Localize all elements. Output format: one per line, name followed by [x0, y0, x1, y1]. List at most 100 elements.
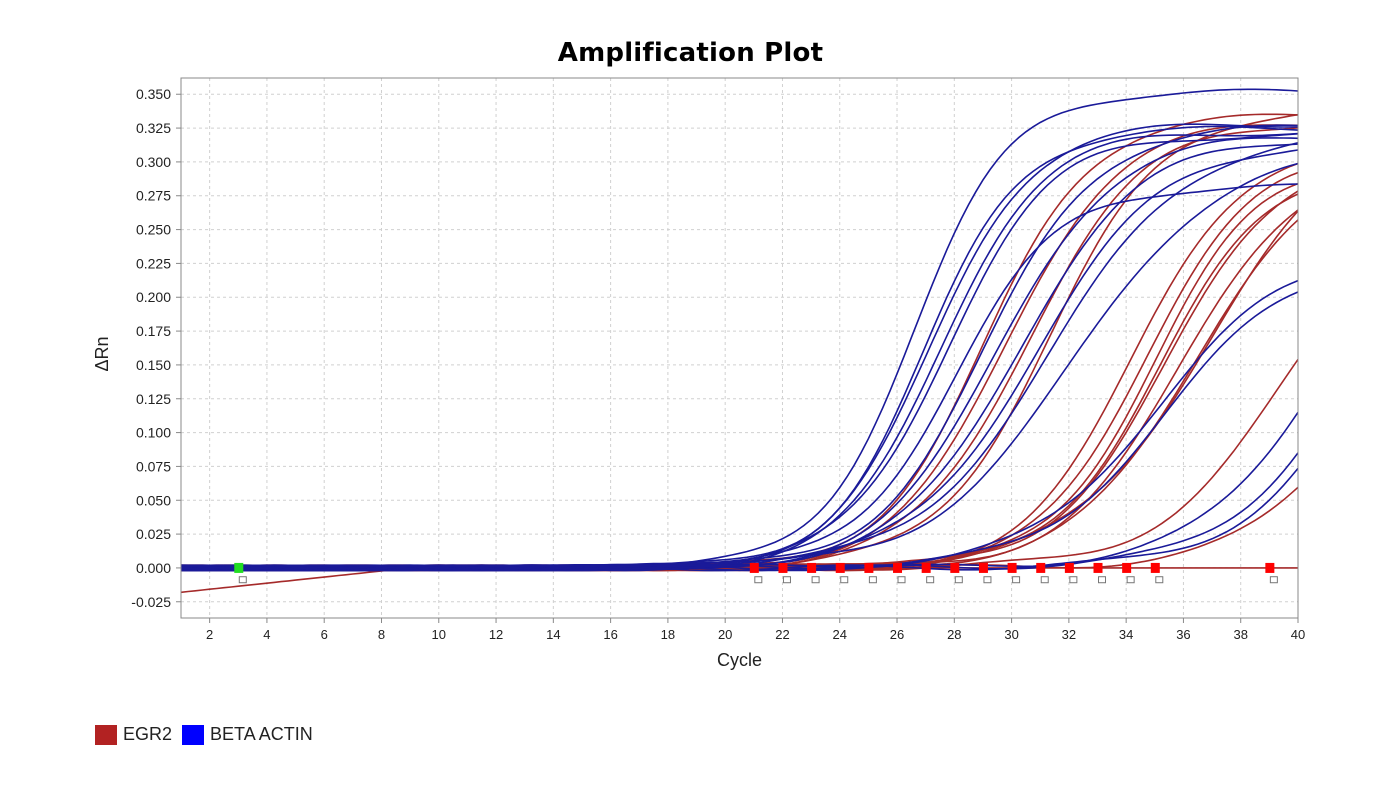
egr2-swatch	[95, 724, 117, 745]
egr2-curve	[181, 113, 1298, 572]
beta-actin-curve	[181, 143, 1298, 572]
x-tick-label: 28	[947, 627, 961, 642]
egr2-curve	[181, 193, 1298, 572]
y-tick-label: 0.325	[136, 120, 171, 136]
y-tick-label: 0.075	[136, 458, 171, 474]
baseline-marker	[926, 576, 935, 584]
beta-actin-curve	[181, 183, 1298, 572]
baseline-marker	[897, 576, 906, 584]
baseline-marker	[954, 576, 963, 584]
y-tick-label: 0.275	[136, 188, 171, 204]
beta-actin-curve	[181, 411, 1298, 572]
y-tick-label: 0.000	[136, 560, 171, 576]
baseline-marker	[1126, 576, 1135, 584]
threshold-marker	[778, 562, 788, 573]
threshold-marker	[835, 562, 845, 573]
threshold-marker	[234, 562, 244, 573]
x-axis-label: Cycle	[717, 650, 762, 670]
x-tick-label: 22	[775, 627, 789, 642]
x-axis-ticks: 2 4 6 8 10 12 14 16 18 20 22 24 26 28 30 32 34 36 38 40	[206, 618, 1305, 642]
legend-item-egr2[interactable]: EGR2	[95, 724, 172, 745]
x-tick-label: 24	[833, 627, 847, 642]
egr2-curve	[181, 162, 1298, 572]
beta-actin-swatch	[182, 724, 205, 745]
x-tick-label: 34	[1119, 627, 1133, 642]
baseline-marker	[754, 576, 763, 584]
y-tick-label: 0.200	[136, 289, 171, 305]
x-tick-label: 38	[1233, 627, 1247, 642]
threshold-marker-layer	[234, 562, 1278, 584]
beta-actin-curve	[181, 142, 1298, 572]
egr2-curve	[181, 113, 1298, 572]
threshold-marker	[749, 562, 759, 573]
baseline-marker	[782, 576, 791, 584]
baseline-marker	[1069, 576, 1078, 584]
y-tick-label: 0.150	[136, 357, 171, 373]
baseline-marker	[1269, 576, 1278, 584]
x-tick-label: 6	[321, 627, 328, 642]
y-tick-label: 0.175	[136, 323, 171, 339]
baseline-marker	[238, 576, 247, 584]
x-tick-label: 16	[603, 627, 617, 642]
threshold-marker	[978, 562, 988, 573]
threshold-marker	[807, 562, 817, 573]
egr2-curve	[181, 358, 1298, 572]
y-tick-label: 0.300	[136, 154, 171, 170]
x-tick-label: 8	[378, 627, 385, 642]
curve-layer	[181, 88, 1298, 594]
y-tick-label: 0.100	[136, 425, 171, 441]
y-tick-label: 0.250	[136, 222, 171, 238]
threshold-marker	[1036, 562, 1046, 573]
beta-actin-curve	[181, 137, 1298, 572]
y-tick-label: 0.350	[136, 86, 171, 102]
y-tick-label: 0.050	[136, 492, 171, 508]
x-tick-label: 14	[546, 627, 560, 642]
x-tick-label: 12	[489, 627, 503, 642]
legend-label-egr2: EGR2	[123, 724, 173, 744]
x-tick-label: 2	[206, 627, 213, 642]
baseline-marker	[1012, 576, 1021, 584]
chart-title: Amplification Plot	[557, 38, 824, 68]
beta-actin-curve	[181, 162, 1298, 572]
x-tick-label: 30	[1004, 627, 1018, 642]
beta-actin-curve	[181, 123, 1298, 572]
y-tick-label: 0.125	[136, 391, 171, 407]
threshold-marker	[950, 562, 960, 573]
threshold-marker	[1122, 562, 1132, 573]
legend-label-beta-actin: BETA ACTIN	[210, 724, 313, 744]
egr2-curve	[181, 210, 1298, 572]
threshold-marker	[1265, 562, 1275, 573]
threshold-marker	[893, 562, 903, 573]
threshold-marker	[1007, 562, 1017, 573]
beta-actin-curve	[181, 467, 1298, 572]
baseline-marker	[840, 576, 849, 584]
egr2-curve	[181, 219, 1298, 572]
x-tick-label: 20	[718, 627, 732, 642]
baseline-marker	[1155, 576, 1164, 584]
legend: EGR2 BETA ACTIN	[95, 724, 323, 745]
beta-actin-curve	[181, 132, 1298, 572]
egr2-curve	[181, 190, 1298, 572]
baseline-marker	[1040, 576, 1049, 584]
baseline-marker	[1098, 576, 1107, 584]
x-tick-label: 10	[432, 627, 446, 642]
threshold-marker	[864, 562, 874, 573]
x-tick-label: 36	[1176, 627, 1190, 642]
x-tick-label: 4	[263, 627, 270, 642]
threshold-marker	[921, 562, 931, 573]
x-tick-label: 32	[1062, 627, 1076, 642]
baseline-marker	[811, 576, 820, 584]
baseline-marker	[983, 576, 992, 584]
plot-frame	[180, 77, 1299, 619]
x-tick-label: 40	[1291, 627, 1305, 642]
legend-item-beta-actin[interactable]: BETA ACTIN	[182, 724, 313, 745]
baseline-marker	[868, 576, 877, 584]
beta-actin-curve	[181, 133, 1298, 572]
y-axis-label: ΔRn	[92, 336, 112, 371]
x-tick-label: 26	[890, 627, 904, 642]
threshold-marker	[1064, 562, 1074, 573]
beta-actin-curve	[181, 291, 1298, 572]
x-tick-label: 18	[661, 627, 675, 642]
threshold-marker	[1093, 562, 1103, 573]
